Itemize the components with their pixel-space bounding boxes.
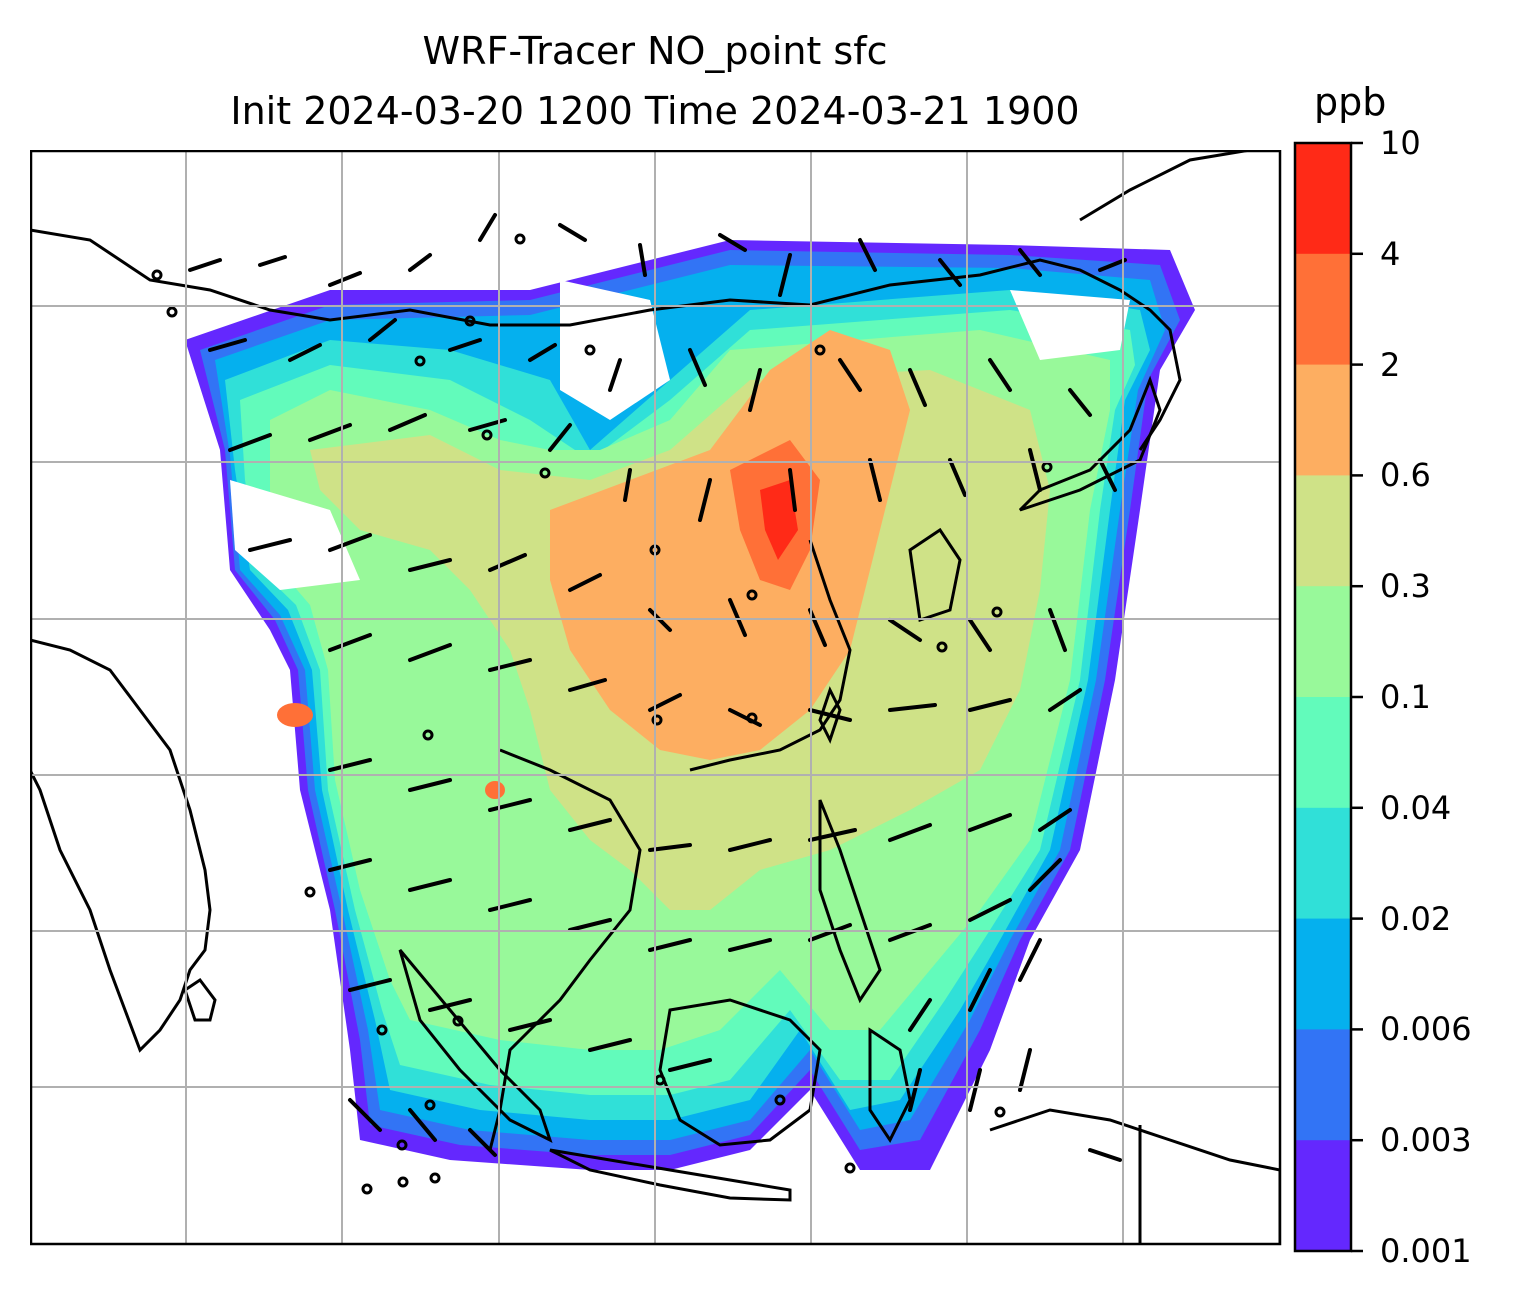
russia-far-east-coast <box>1079 150 1251 222</box>
colorbar-segment <box>1295 918 1351 1030</box>
colorbar-segment <box>1295 364 1351 476</box>
no-data-west-gap <box>230 480 360 590</box>
colorbar-tick-label: 0.3 <box>1380 567 1431 606</box>
colorbar-units: ppb <box>1314 80 1387 124</box>
central-asia-border <box>30 228 1182 451</box>
hotspot-south <box>485 781 505 799</box>
japan <box>1018 375 1162 512</box>
korea <box>908 527 962 622</box>
wind-barbs <box>188 213 1127 1162</box>
colorbar-tick-label: 10 <box>1380 124 1421 162</box>
colorbar-segment <box>1295 697 1351 809</box>
map-panel <box>30 150 1282 1246</box>
borneo <box>658 998 822 1147</box>
colorbar-segment <box>1295 253 1351 366</box>
java <box>549 1148 792 1202</box>
sulawesi <box>868 1027 912 1143</box>
colorbar-segment <box>1295 807 1351 920</box>
gridlines <box>30 150 1280 1244</box>
colorbar-segment <box>1295 586 1351 698</box>
calm-circles <box>151 233 1053 1195</box>
colorbar-tick-label: 0.1 <box>1380 678 1431 716</box>
field-band-0.6 <box>550 330 910 760</box>
colorbar-segment <box>1295 1140 1351 1252</box>
colorbar-segment <box>1295 475 1351 587</box>
map-border <box>30 150 1282 1246</box>
no-data-ne-gap <box>1010 290 1130 360</box>
chart-title-line1: WRF-Tracer NO_point sfc <box>422 29 888 73</box>
hotspot-west <box>277 703 313 727</box>
india-coast <box>30 638 212 1053</box>
coastlines <box>30 150 1280 1244</box>
colorbar-tick-label: 0.6 <box>1380 456 1431 495</box>
colorbar-tick-label: 0.001 <box>1380 1232 1472 1270</box>
philippines <box>818 799 882 1004</box>
field-band-4 <box>760 480 798 560</box>
new-guinea <box>989 1108 1280 1244</box>
indochina <box>488 748 642 1151</box>
colorbar <box>1293 141 1363 1253</box>
no-data-north-gap <box>560 280 670 420</box>
colorbar-segment <box>1295 143 1351 255</box>
colorbar-tick-label: 0.006 <box>1380 1010 1472 1049</box>
sumatra <box>398 949 553 1143</box>
sri-lanka <box>183 977 217 1022</box>
colorbar-tick-label: 2 <box>1380 345 1401 384</box>
colorbar-tick-label: 0.02 <box>1380 899 1452 938</box>
colorbar-tick-label: 4 <box>1380 234 1401 273</box>
colorbar-segment <box>1295 1029 1351 1141</box>
colorbar-tick-label: 0.04 <box>1380 788 1452 827</box>
taiwan <box>818 686 842 744</box>
tracer-field <box>185 240 1195 1170</box>
chart-title-line2: Init 2024-03-20 1200 Time 2024-03-21 190… <box>230 89 1080 133</box>
colorbar-tick-label: 0.003 <box>1380 1121 1472 1160</box>
